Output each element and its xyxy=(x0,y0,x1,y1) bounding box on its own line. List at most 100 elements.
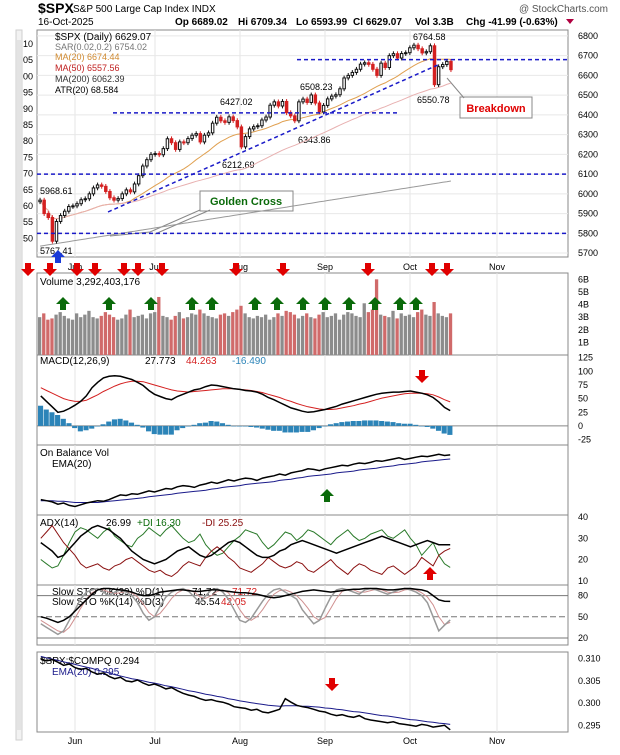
volume-bar xyxy=(342,314,346,355)
green-up-arrow-icon xyxy=(393,297,407,310)
left-tick-label: 10 xyxy=(23,39,33,49)
ma50-line xyxy=(39,82,452,220)
volume-bar xyxy=(83,314,87,355)
annotation-6508: 6508.23 xyxy=(300,82,333,92)
volume-bar xyxy=(173,315,177,355)
macd-histogram-bar xyxy=(305,425,311,432)
ratio-ema-line xyxy=(40,655,451,725)
volume-bar xyxy=(448,313,453,355)
macd-histogram-bar xyxy=(106,421,112,426)
plus-di-line xyxy=(40,524,451,569)
macd-histogram-bar xyxy=(276,425,282,431)
candle-body xyxy=(50,217,55,242)
annotation-5767: 5767.41 xyxy=(40,246,73,256)
volume-bar xyxy=(436,313,440,355)
macd-tick-label: 50 xyxy=(578,394,588,404)
down-caret-icon xyxy=(566,19,574,24)
price-tick-label: 6300 xyxy=(578,130,598,140)
candle-body xyxy=(449,60,453,71)
macd-histogram-bar xyxy=(231,425,237,427)
candle-body xyxy=(231,116,235,122)
candle-body xyxy=(182,141,186,144)
candle-body xyxy=(141,165,145,177)
price-tick-label: 6200 xyxy=(578,149,598,159)
green-up-arrow-icon xyxy=(320,489,334,502)
watermark: @ StockCharts.com xyxy=(519,4,608,15)
legend-spx: $SPX (Daily) 6629.07 xyxy=(55,32,152,43)
x-tick-label: Oct xyxy=(403,262,418,272)
volume-bar xyxy=(366,312,370,355)
price-tick-label: 6100 xyxy=(578,169,598,179)
candle-body xyxy=(161,148,166,156)
macd-histogram-bar xyxy=(174,425,180,431)
candle-body xyxy=(71,205,75,208)
macd-histogram-bar xyxy=(362,420,368,426)
red-down-arrow-icon xyxy=(415,370,429,383)
volume-bar xyxy=(305,313,309,355)
volume-tick-label: 2B xyxy=(578,325,589,335)
x-tick-label: Nov xyxy=(489,262,506,272)
legend-ma20: MA(20) 6674.44 xyxy=(55,52,120,62)
ma200-line xyxy=(40,180,451,247)
left-tick-label: 00 xyxy=(23,71,33,81)
macd-histogram-bar xyxy=(401,423,407,426)
candle-body xyxy=(362,62,367,65)
quote-chg: Chg -41.99 (-0.63%) xyxy=(466,17,558,28)
candle-body xyxy=(46,213,51,219)
volume-bar xyxy=(272,317,276,355)
candle-body xyxy=(58,215,63,222)
candle-body xyxy=(145,159,149,167)
green-up-arrow-icon xyxy=(56,297,70,310)
sto14-k-line xyxy=(40,587,451,636)
candle-body xyxy=(330,95,334,100)
candle-body xyxy=(367,62,371,65)
volume-bar xyxy=(395,318,399,355)
volume-bar xyxy=(190,313,194,355)
volume-bar xyxy=(198,309,202,355)
annotation-6427: 6427.02 xyxy=(220,97,253,107)
legend-ma200: MA(200) 6062.39 xyxy=(55,74,125,84)
macd-histogram-bar xyxy=(441,425,447,434)
candle-body xyxy=(280,100,285,107)
candle-body xyxy=(432,45,437,86)
volume-bar xyxy=(309,317,313,355)
obv-ema-label: EMA(20) xyxy=(52,459,91,470)
stochastics-panel-frame xyxy=(36,584,569,646)
candle-body xyxy=(239,126,244,148)
volume-bar xyxy=(296,318,301,355)
scrollbar-thumb xyxy=(17,40,21,730)
candle-body xyxy=(104,185,108,192)
red-down-arrow-icon xyxy=(131,263,145,276)
volume-bar xyxy=(157,296,161,355)
volume-bar xyxy=(370,309,375,355)
macd-histogram-bar xyxy=(208,421,214,426)
candle-body xyxy=(371,63,375,70)
minus-di-line xyxy=(40,524,451,578)
golden-cross-box xyxy=(199,190,294,212)
volume-bar xyxy=(210,317,214,355)
macd-histogram-bar xyxy=(424,425,430,427)
adx-tick-label: 40 xyxy=(578,512,588,522)
candle-body xyxy=(354,68,359,73)
annotation-6212: 6212.69 xyxy=(222,160,255,170)
macd-line xyxy=(40,374,451,414)
candle-body xyxy=(87,193,92,200)
adx-line xyxy=(40,524,451,565)
quote-open: Op 6689.02 xyxy=(175,17,228,28)
volume-bar xyxy=(169,319,173,355)
candle-body xyxy=(399,52,404,59)
candle-body xyxy=(428,45,433,53)
volume-bar xyxy=(214,318,218,355)
macd-histogram-bar xyxy=(111,419,118,426)
volume-bar xyxy=(362,303,366,355)
golden-cross-pointer xyxy=(109,209,201,237)
volume-bar xyxy=(251,318,255,355)
volume-bar xyxy=(424,314,428,355)
adx-title: ADX(14) xyxy=(40,518,78,529)
macd-histogram-bar xyxy=(384,421,390,426)
candle-body xyxy=(440,64,445,68)
candle-body xyxy=(293,115,297,122)
candle-body xyxy=(132,183,137,193)
red-down-arrow-icon xyxy=(276,263,290,276)
macd-value-1: 27.773 xyxy=(145,356,176,367)
